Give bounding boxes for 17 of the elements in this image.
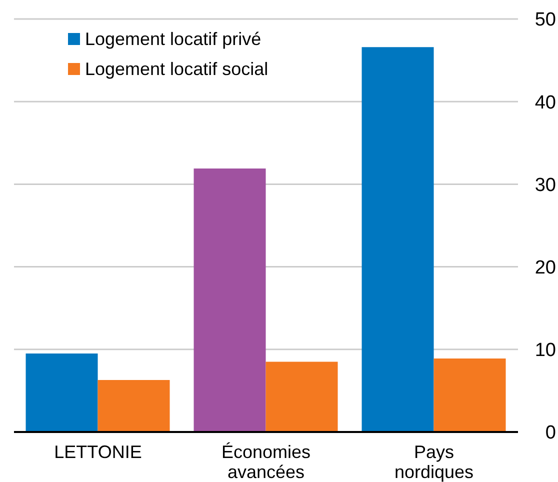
y-tick-label: 0 [545,422,556,444]
y-tick-label: 30 [534,174,556,196]
y-tick-label: 10 [534,340,556,362]
legend-label: Logement locatif social [85,58,268,81]
y-tick-label: 50 [534,10,556,31]
x-tick-label: Économies avancées [221,442,311,482]
bar [434,358,506,432]
bar [266,362,338,432]
y-tick-label: 40 [534,92,556,114]
x-tick-label: LETTONIE [54,442,142,462]
x-tick-label: Pays nordiques [394,442,474,482]
bar [194,168,266,432]
y-tick-label: 20 [534,258,556,279]
bar [362,47,434,432]
bar [26,354,98,432]
legend-label: Logement locatif privé [85,28,262,51]
bar [98,380,170,432]
